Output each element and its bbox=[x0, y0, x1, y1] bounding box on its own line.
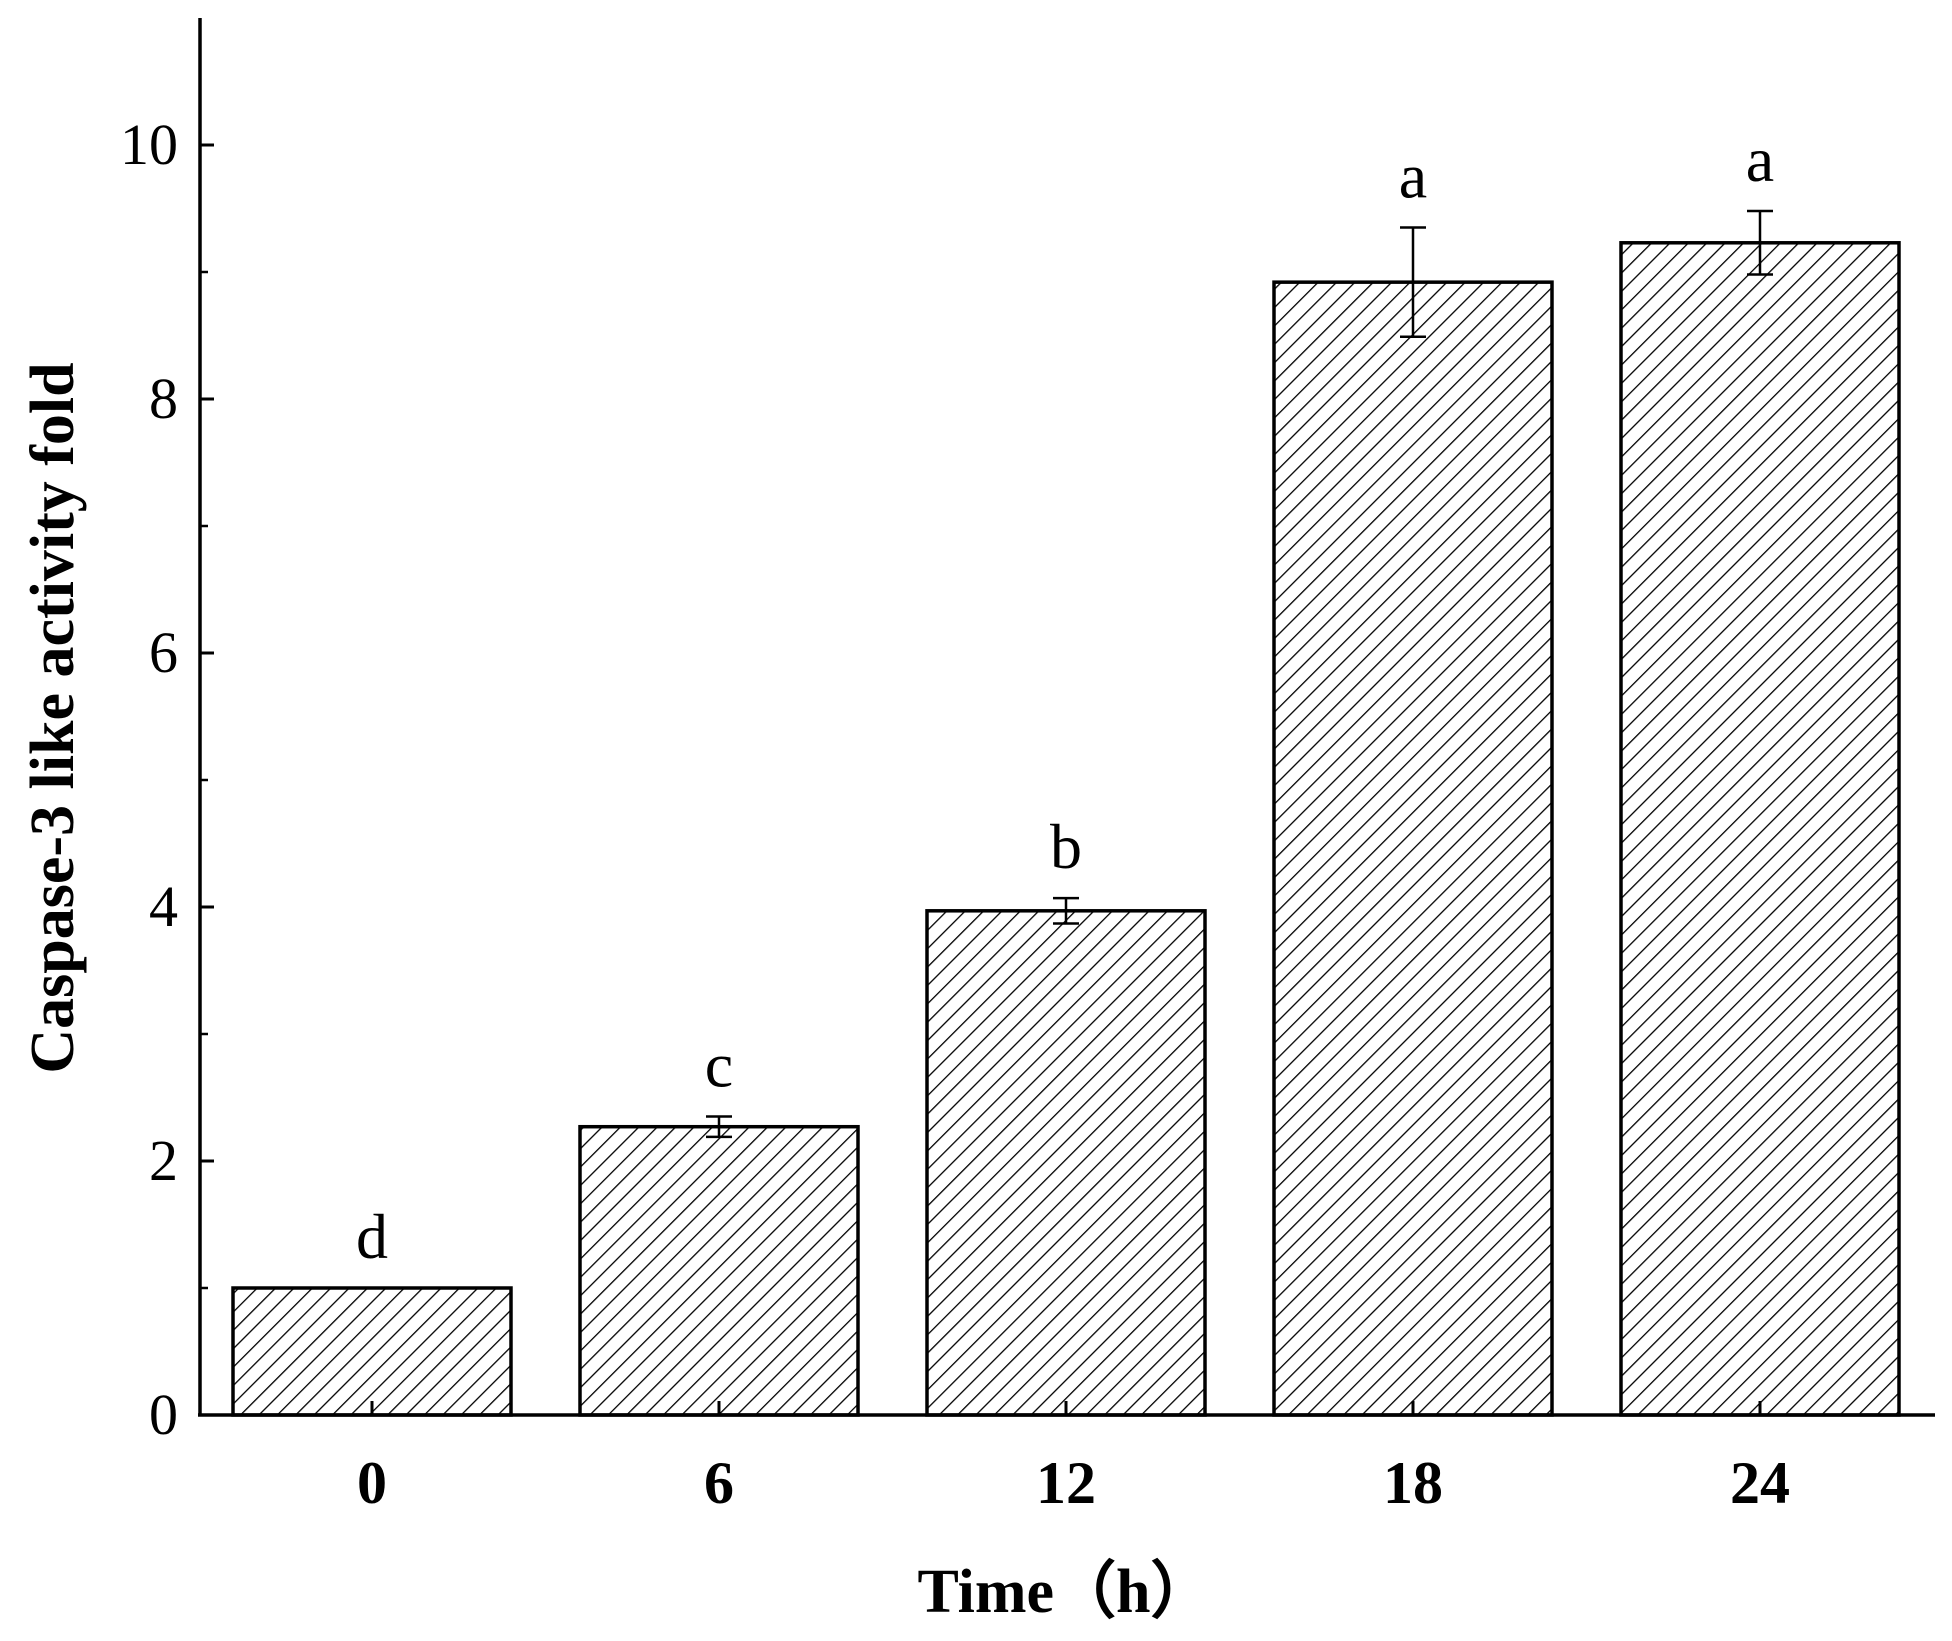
x-tick-label-24: 24 bbox=[1730, 1450, 1790, 1516]
significance-label-6: c bbox=[705, 1030, 733, 1101]
significance-label-18: a bbox=[1399, 141, 1427, 212]
bar-0 bbox=[231, 1286, 513, 1417]
significance-label-24: a bbox=[1746, 124, 1774, 195]
bar-18 bbox=[1272, 280, 1554, 1417]
x-tick-label-18: 18 bbox=[1383, 1450, 1443, 1516]
y-tick-label-8: 8 bbox=[149, 366, 178, 431]
y-tick-label-6: 6 bbox=[149, 620, 178, 685]
bar-24 bbox=[1619, 241, 1901, 1417]
y-tick-label-2: 2 bbox=[149, 1128, 178, 1193]
x-tick-label-12: 12 bbox=[1036, 1450, 1096, 1516]
y-tick-label-4: 4 bbox=[149, 874, 178, 939]
error-bar-12 bbox=[1053, 896, 1079, 925]
significance-labels-layer: d c b a a bbox=[356, 124, 1774, 1272]
x-tick-label-6: 6 bbox=[704, 1450, 734, 1516]
bar-6 bbox=[578, 1124, 860, 1417]
error-bar-24 bbox=[1747, 209, 1773, 276]
y-tick-label-10: 10 bbox=[120, 112, 178, 177]
significance-label-0: d bbox=[356, 1201, 388, 1272]
x-axis-ticks: 0 6 12 18 24 bbox=[357, 1401, 1790, 1516]
x-tick-label-0: 0 bbox=[357, 1450, 387, 1516]
y-tick-label-0: 0 bbox=[149, 1382, 178, 1447]
bar-12 bbox=[925, 909, 1207, 1417]
y-axis-ticks: 0 2 4 6 8 10 bbox=[120, 112, 214, 1447]
significance-label-12: b bbox=[1050, 811, 1082, 882]
x-axis-title: Time（h） bbox=[917, 1556, 1212, 1626]
error-bar-18 bbox=[1400, 226, 1426, 339]
y-axis-title: Caspase-3 like activity fold bbox=[19, 362, 87, 1073]
error-bars-layer bbox=[706, 209, 1773, 1139]
error-bar-6 bbox=[706, 1115, 732, 1139]
